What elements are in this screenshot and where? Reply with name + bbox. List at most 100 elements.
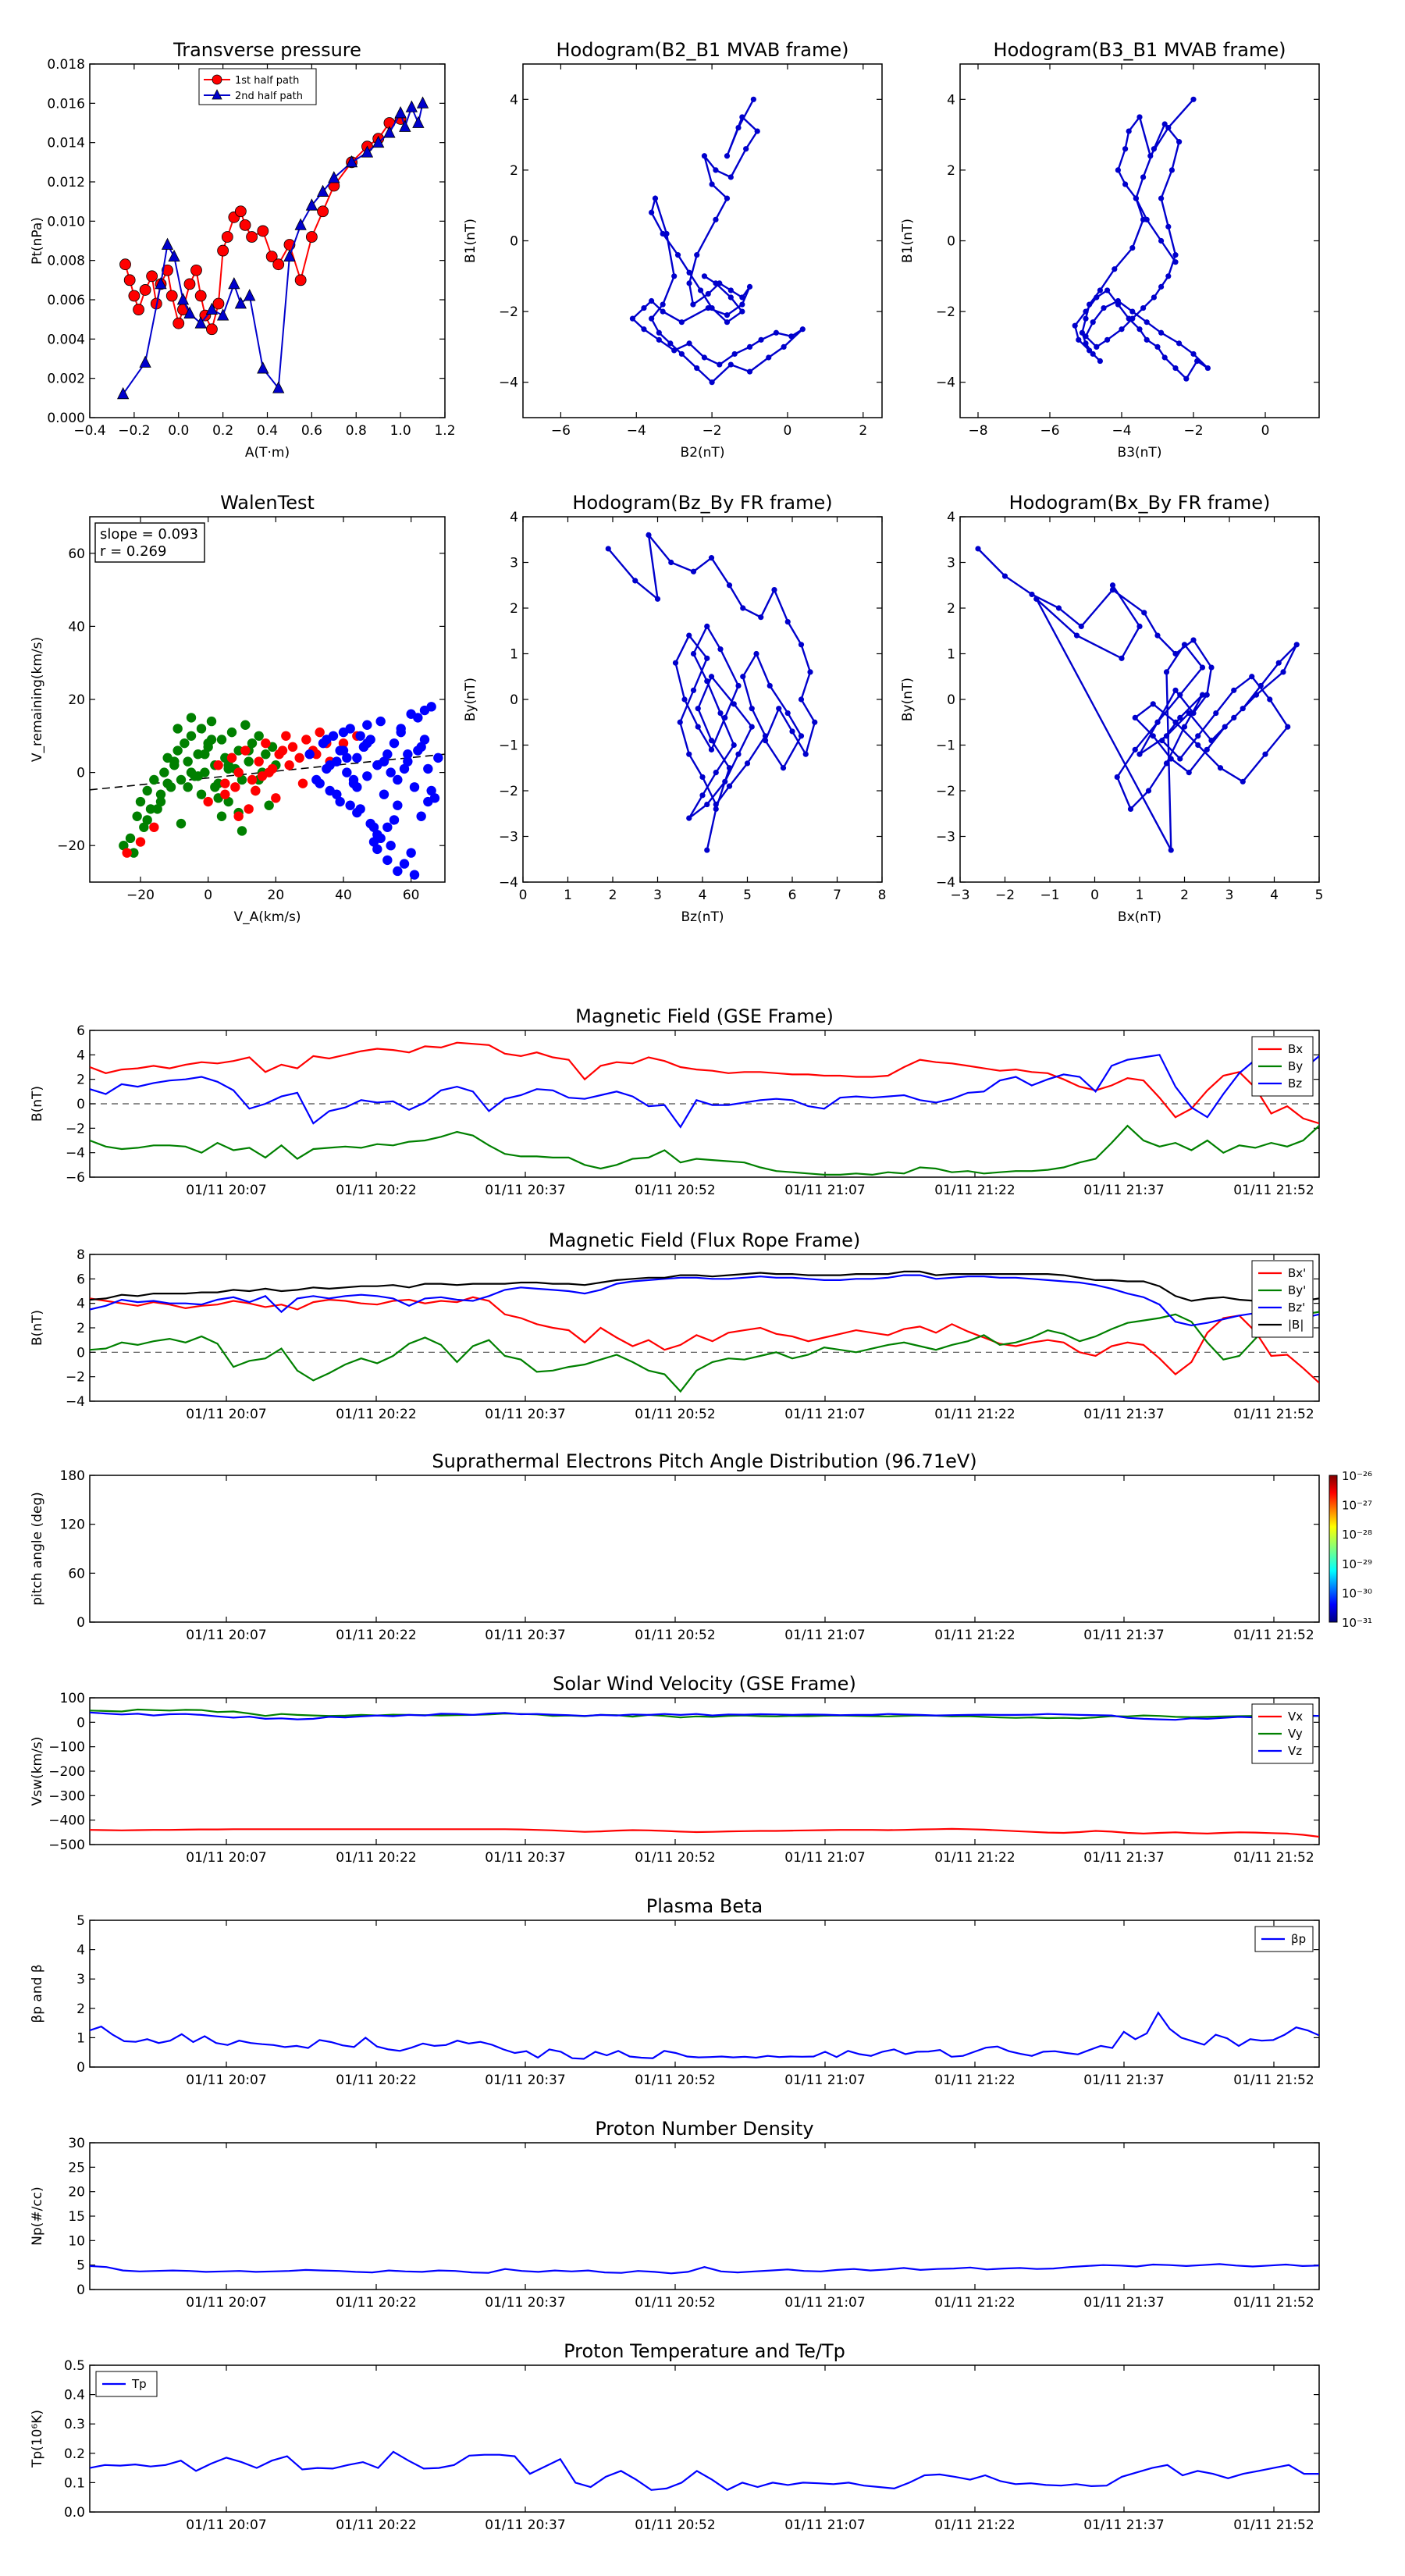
plasma_beta-title: Plasma Beta (646, 1895, 763, 1917)
series-0-point (159, 767, 169, 777)
hodogram_bz_by-point (704, 678, 710, 685)
hodogram_bz_by-point (708, 674, 715, 680)
series-0-point (193, 771, 203, 781)
solar_wind_velocity-ytick-label: 0 (76, 1715, 85, 1731)
series-0-point (223, 796, 233, 807)
proton_density-xtick-label: 01/11 20:22 (336, 2295, 416, 2311)
hodogram_bx_by-point (1150, 733, 1156, 739)
magnetic_field_gse-ytick-label: 6 (76, 1023, 85, 1039)
transverse_pressure-xtick-label: 0.6 (301, 423, 322, 439)
series-0-point (133, 304, 144, 315)
hodogram_bz_by-point (704, 655, 710, 661)
plasma_beta-xtick-label: 01/11 21:07 (784, 2073, 865, 2088)
hodogram_bx_by-xlabel: Bx(nT) (1118, 909, 1161, 925)
hodogram_b2_b1-point (649, 209, 655, 215)
series-2-point (409, 782, 420, 792)
series-2-point (393, 800, 403, 810)
series-1-point (168, 249, 180, 262)
series-2-point (413, 713, 423, 723)
series-1-point (213, 760, 223, 770)
series-2-point (352, 753, 362, 763)
series-1-point (315, 727, 325, 738)
hodogram_bz_by-point (672, 660, 679, 666)
series-0-point (162, 778, 173, 788)
series-0-point (272, 258, 285, 271)
hodogram_bz_by-ytick-label: −1 (499, 738, 518, 754)
plasma_beta-ytick-label: 3 (76, 1972, 85, 1987)
hodogram_b3_b1-xtick-label: −2 (1183, 423, 1203, 439)
transverse_pressure-ytick-label: 0.010 (47, 214, 85, 229)
hodogram_b3_b1-point (1154, 343, 1161, 350)
plasma_beta-panel: Plasma Beta 0 1 2 3 4 5 01/11 20:07 01/11 20:22 0… (30, 1895, 1320, 2088)
hodogram_b2_b1-point (705, 290, 711, 297)
transverse_pressure-title: Transverse pressure (173, 39, 361, 61)
series-2-point (382, 855, 393, 866)
solar_wind_velocity-title: Solar Wind Velocity (GSE Frame) (553, 1673, 856, 1695)
hodogram_b2_b1-point (781, 343, 787, 350)
series-0-point (261, 749, 271, 760)
hodogram_bz_by-point (690, 687, 697, 693)
series-0-point (125, 833, 136, 844)
solar_wind_velocity-ylabel: Vsw(km/s) (30, 1737, 45, 1806)
proton_temperature-xtick-label: 01/11 20:37 (485, 2517, 565, 2533)
series-0-point (123, 274, 136, 286)
walen_test-ytick-label: 0 (76, 766, 85, 781)
hodogram_b3_b1-xtick-label: 0 (1261, 423, 1270, 439)
hodogram_bz_by-point (717, 646, 724, 653)
transverse_pressure-panel: Transverse pressure 0.000 0.002 0.004 0.006 0… (30, 39, 456, 461)
hodogram_b3_b1-xtick-label: −6 (1040, 423, 1059, 439)
series-1-point (416, 96, 429, 109)
hodogram_b3_b1-point (1172, 259, 1179, 265)
walen_test-ytick-label: −20 (57, 838, 85, 854)
hodogram_bx_by-point (1195, 742, 1201, 749)
hodogram_b3_b1-point (1083, 308, 1089, 315)
hodogram_bz_by-point (690, 568, 697, 575)
solar_wind_velocity-ytick-label: 100 (60, 1691, 85, 1706)
hodogram_b3_b1-point (1144, 336, 1150, 343)
hodogram_bz_by-point (708, 555, 715, 561)
hodogram_b2_b1-point (799, 326, 806, 333)
hodogram_b3_b1-xtick-label: −4 (1112, 423, 1131, 439)
series-1-point (216, 308, 229, 321)
hodogram_b3_b1-point (1097, 287, 1103, 294)
legend-label: Tp (131, 2377, 147, 2391)
series-2-point (322, 735, 332, 745)
series-1-point (230, 782, 240, 792)
series-0-point (196, 789, 207, 799)
magnetic_field_gse-xtick-label: 01/11 21:22 (934, 1183, 1015, 1198)
hodogram_b3_b1-point (1097, 358, 1103, 365)
hodogram_b3_b1-ylabel: B1(nT) (900, 219, 916, 263)
hodogram_bx_by-point (1181, 642, 1188, 648)
plasma_beta-xtick-label: 01/11 20:22 (336, 2073, 416, 2088)
hodogram_b2_b1-point (724, 319, 731, 326)
hodogram_b2_b1-point (731, 350, 738, 358)
proton_temperature-xtick-label: 01/11 21:37 (1083, 2517, 1164, 2533)
hodogram_bx_by-xtick-label: 2 (1180, 888, 1189, 903)
series-2-point (393, 774, 403, 785)
series-0-point (173, 724, 183, 734)
hodogram_b3_b1-point (1129, 244, 1136, 251)
series-1-point (251, 785, 261, 796)
magnetic_field_fr-ytick-label: 6 (76, 1272, 85, 1287)
series-0-point (169, 756, 180, 767)
transverse_pressure-ytick-label: 0.012 (47, 175, 85, 190)
hodogram_b2_b1-point (739, 114, 745, 120)
transverse_pressure-ytick-label: 0.006 (47, 293, 85, 308)
hodogram_bz_by-point (722, 778, 728, 785)
plasma_beta-ytick-label: 5 (76, 1913, 85, 1929)
series-1-point (271, 793, 281, 803)
hodogram_b3_b1-xlabel: B3(nT) (1118, 445, 1162, 461)
hodogram_bx_by-ytick-label: −1 (936, 738, 955, 754)
hodogram_b3_b1-point (1151, 294, 1157, 301)
hodogram_bx_by-point (1172, 687, 1179, 693)
walen_test-xlabel: V_A(km/s) (233, 909, 301, 925)
magnetic_field_fr-xtick-label: 01/11 20:52 (635, 1407, 715, 1422)
series-1-point (244, 289, 256, 301)
legend-label: By' (1288, 1283, 1306, 1297)
hodogram_b2_b1-point (629, 315, 636, 322)
series-1-point (399, 119, 411, 132)
series-0-point (142, 815, 152, 825)
hodogram_bx_by-point (1159, 738, 1165, 744)
hodogram_bx_by-point (1181, 724, 1188, 730)
proton_density-ylabel: Np(#/cc) (30, 2186, 45, 2245)
